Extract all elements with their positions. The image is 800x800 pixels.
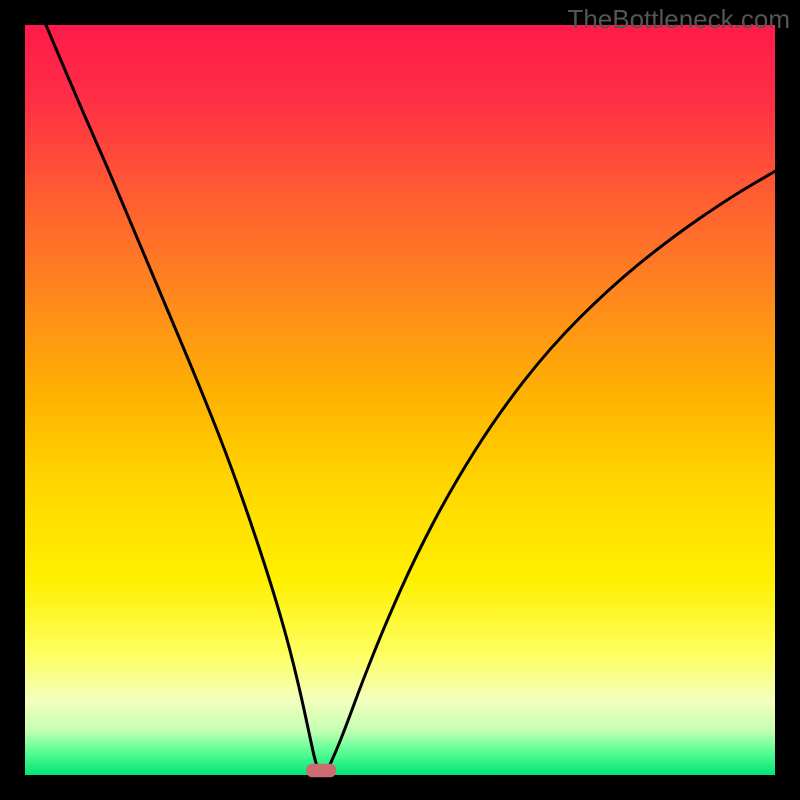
chart-background bbox=[25, 25, 775, 775]
optimal-point-marker bbox=[306, 764, 336, 778]
chart-canvas: TheBottleneck.com bbox=[0, 0, 800, 800]
bottleneck-chart bbox=[0, 0, 800, 800]
